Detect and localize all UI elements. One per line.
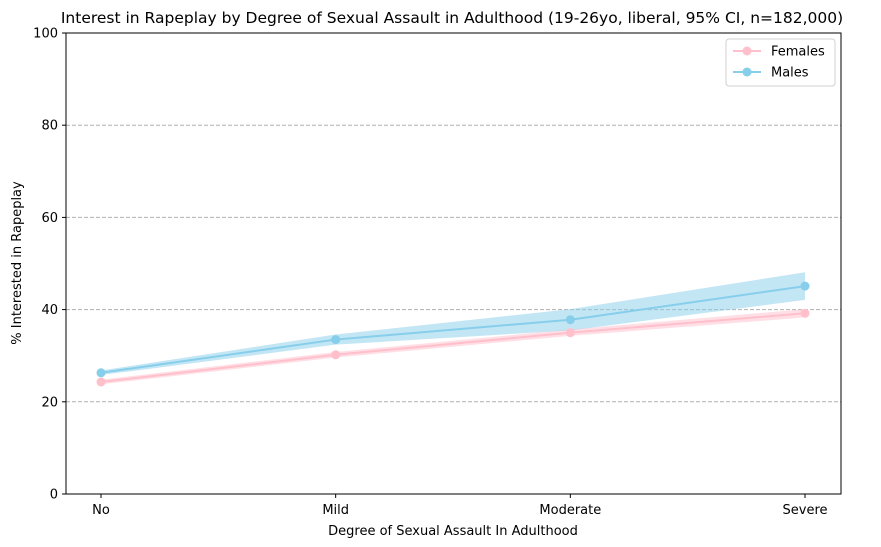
data-point-males	[565, 315, 575, 325]
data-point-females	[800, 308, 810, 318]
y-tick-label: 80	[41, 119, 58, 134]
series-line-females	[100, 312, 806, 383]
x-tick-label: Severe	[783, 503, 828, 518]
data-point-females	[331, 350, 341, 360]
x-tick-label: Mild	[322, 503, 349, 518]
ci-band-females	[101, 309, 805, 385]
data-point-males	[800, 281, 810, 291]
confidence-bands	[101, 272, 805, 385]
y-tick-label: 60	[41, 211, 58, 226]
data-point-females	[565, 328, 575, 338]
y-tick-label: 0	[50, 488, 58, 503]
plot-frame	[65, 32, 842, 495]
data-point-males	[331, 335, 341, 345]
data-point-males	[96, 368, 106, 378]
legend-marker	[742, 67, 752, 77]
x-axis-label: Degree of Sexual Assault In Adulthood	[328, 524, 578, 539]
legend: Females Males	[725, 38, 836, 87]
y-axis-label: % Interested in Rapeplay	[10, 181, 25, 345]
legend-label-males: Males	[771, 66, 809, 81]
y-tick-label: 20	[41, 395, 58, 410]
legend-marker	[742, 46, 752, 56]
x-tick-label: No	[92, 503, 110, 518]
y-tick-label: 40	[41, 303, 58, 318]
y-axis-ticks: 0 20 40 60 80 100	[33, 27, 66, 503]
data-point-females	[96, 377, 106, 387]
ci-band-males	[101, 272, 805, 376]
y-tick-label: 100	[33, 27, 58, 42]
x-tick-label: Moderate	[539, 503, 601, 518]
series-line-males	[100, 285, 806, 374]
series-lines	[96, 281, 810, 387]
chart-title: Interest in Rapeplay by Degree of Sexual…	[61, 9, 843, 27]
legend-label-females: Females	[771, 45, 825, 60]
x-axis-ticks: No Mild Moderate Severe	[92, 494, 828, 518]
